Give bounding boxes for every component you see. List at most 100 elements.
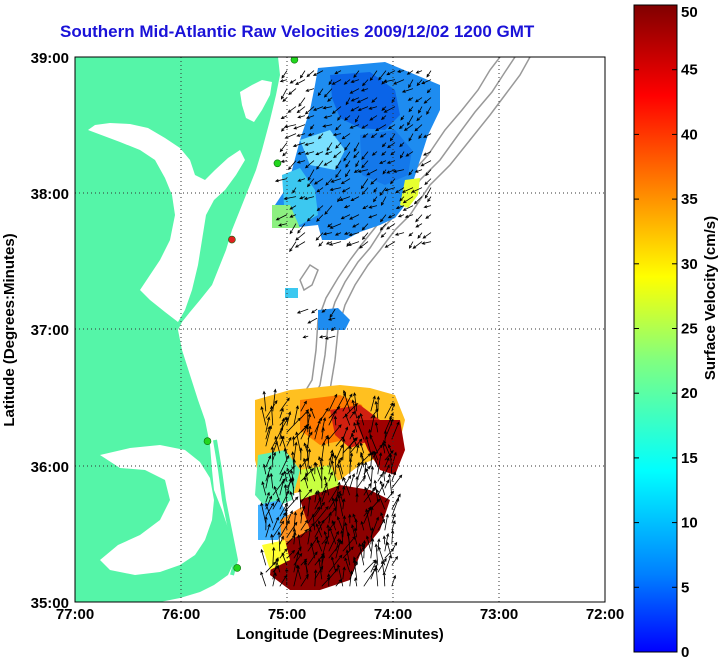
velocity-arrow bbox=[425, 169, 432, 177]
velocity-arrow bbox=[349, 473, 355, 489]
velocity-arrow bbox=[349, 438, 363, 454]
velocity-arrow bbox=[391, 493, 401, 510]
velocity-arrow bbox=[411, 187, 423, 193]
y-axis-ticks: 39:00 38:00 37:00 36:00 35:00 bbox=[31, 50, 69, 612]
velocity-arrow bbox=[362, 205, 369, 210]
velocity-arrow bbox=[330, 178, 342, 183]
velocity-arrow bbox=[345, 97, 351, 106]
velocity-arrow bbox=[300, 510, 304, 524]
velocity-arrow bbox=[330, 459, 337, 482]
velocity-arrow bbox=[334, 232, 342, 236]
velocity-arrow bbox=[289, 214, 297, 218]
velocity-arrow bbox=[391, 513, 396, 524]
velocity-arrow bbox=[300, 528, 309, 538]
velocity-arrow bbox=[417, 232, 423, 239]
velocity-arrow bbox=[315, 523, 323, 538]
velocity-arrow bbox=[329, 223, 342, 229]
velocity-arrow bbox=[424, 187, 432, 199]
velocity-arrow bbox=[368, 106, 378, 110]
velocity-arrow bbox=[408, 79, 414, 89]
velocity-arrow bbox=[349, 88, 360, 94]
velocity-arrow bbox=[399, 196, 405, 202]
velocity-arrow bbox=[358, 241, 369, 249]
velocity-arrow bbox=[292, 142, 306, 148]
velocity-arrow bbox=[369, 115, 378, 121]
velocity-arrow bbox=[313, 569, 318, 587]
velocity-arrow bbox=[322, 124, 333, 128]
velocity-arrow bbox=[342, 389, 351, 412]
colorbar-tick-label: 20 bbox=[681, 385, 698, 402]
velocity-arrow bbox=[328, 79, 333, 86]
velocity-arrow bbox=[408, 169, 414, 176]
velocity-arrow bbox=[280, 88, 288, 100]
velocity-arrow bbox=[360, 520, 365, 531]
velocity-arrow bbox=[328, 490, 341, 510]
velocity-arrow bbox=[360, 88, 369, 92]
velocity-arrow bbox=[382, 535, 386, 545]
velocity-arrow bbox=[274, 435, 281, 454]
velocity-arrow bbox=[272, 388, 277, 412]
velocity-arrow bbox=[300, 425, 308, 440]
velocity-arrow bbox=[356, 475, 366, 489]
gridlines bbox=[75, 57, 605, 602]
velocity-arrow bbox=[300, 457, 309, 468]
velocity-arrow bbox=[324, 335, 336, 340]
velocity-arrow bbox=[265, 454, 272, 468]
velocity-arrow bbox=[356, 97, 369, 103]
velocity-arrow bbox=[309, 124, 315, 130]
velocity-arrow bbox=[279, 512, 287, 524]
velocity-arrow bbox=[348, 458, 353, 475]
velocity-arrow bbox=[300, 400, 307, 412]
velocity-arrow bbox=[291, 435, 296, 447]
velocity-arrow bbox=[279, 397, 290, 412]
velocity-arrow bbox=[418, 106, 423, 114]
velocity-arrow bbox=[286, 417, 302, 433]
velocity-arrow bbox=[407, 115, 414, 126]
velocity-arrow bbox=[292, 187, 297, 194]
velocity-arrow bbox=[297, 115, 306, 119]
velocity-arrow bbox=[384, 532, 390, 552]
velocity-arrow bbox=[298, 97, 306, 107]
velocity-arrow bbox=[344, 557, 351, 573]
velocity-arrow bbox=[317, 88, 324, 97]
velocity-arrow bbox=[370, 414, 376, 433]
velocity-arrow bbox=[307, 495, 312, 517]
velocity-arrow bbox=[281, 70, 288, 79]
velocity-arrow bbox=[314, 505, 329, 524]
colorbar-tick-label: 15 bbox=[681, 450, 698, 467]
velocity-arrow bbox=[418, 133, 423, 140]
velocity-arrow bbox=[339, 196, 351, 201]
velocity-arrow bbox=[387, 142, 396, 149]
colorbar-label: Surface Velocity (cm/s) bbox=[702, 216, 719, 380]
velocity-arrow bbox=[382, 470, 386, 482]
velocity-arrow bbox=[391, 474, 403, 489]
velocity-arrow bbox=[282, 97, 288, 103]
velocity-arrow bbox=[293, 124, 306, 130]
velocity-arrow bbox=[371, 151, 378, 156]
velocity-arrow bbox=[362, 133, 369, 138]
velocity-arrow bbox=[288, 88, 297, 95]
velocity-arrow bbox=[283, 447, 288, 461]
velocity-arrow bbox=[361, 124, 369, 129]
velocity-arrow bbox=[286, 411, 292, 426]
velocity-arrow bbox=[270, 445, 275, 468]
velocity-arrow bbox=[306, 178, 315, 188]
velocity-arrow bbox=[343, 231, 351, 235]
velocity-arrow bbox=[286, 510, 293, 524]
velocity-arrow bbox=[329, 187, 342, 192]
velocity-arrow bbox=[356, 452, 372, 468]
velocity-arrow bbox=[427, 196, 432, 203]
velocity-arrow bbox=[414, 169, 423, 173]
velocity-arrow bbox=[335, 456, 343, 468]
velocity-arrow bbox=[314, 462, 323, 482]
velocity-arrow bbox=[333, 151, 342, 159]
velocity-arrow bbox=[338, 458, 344, 475]
velocity-arrow bbox=[293, 511, 297, 531]
velocity-arrow bbox=[363, 487, 376, 503]
velocity-arrow bbox=[340, 214, 351, 220]
velocity-arrow bbox=[374, 400, 379, 419]
velocity-arrow bbox=[320, 554, 324, 573]
velocity-arrow bbox=[407, 97, 414, 101]
velocity-arrow bbox=[349, 410, 356, 419]
